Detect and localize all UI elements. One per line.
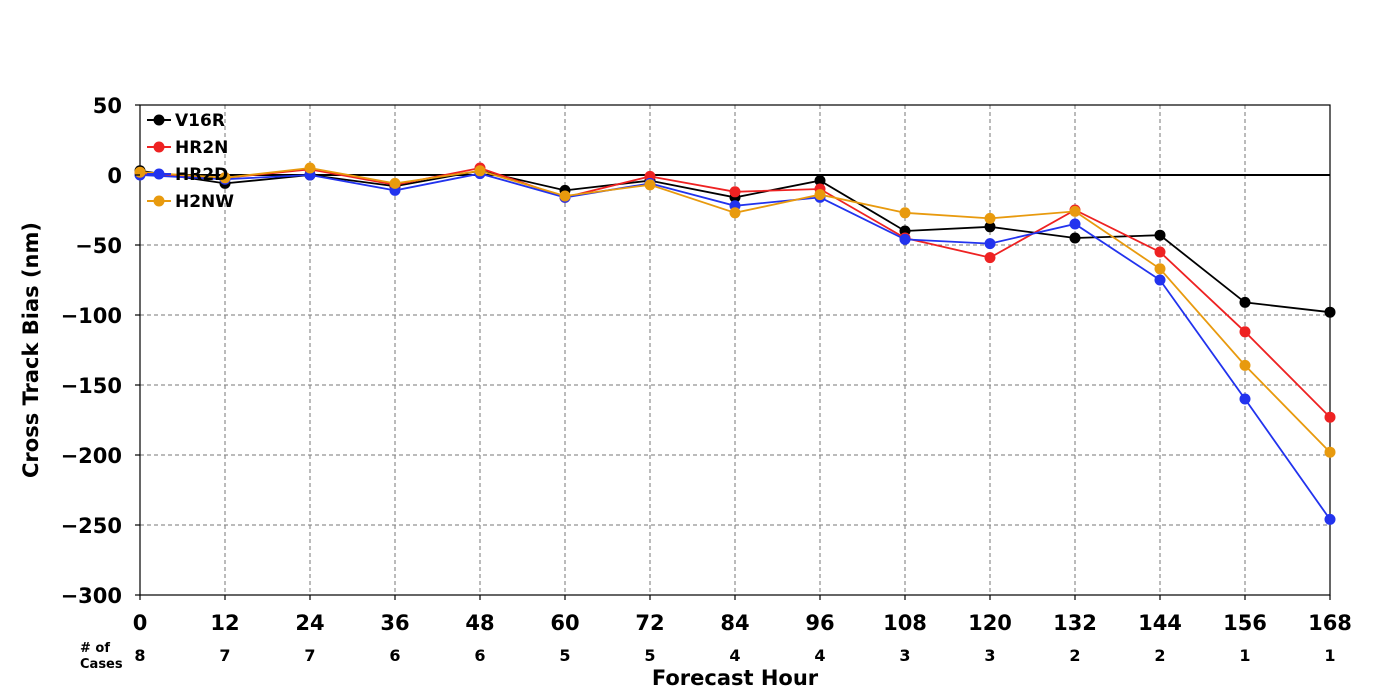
legend-item-hr2n: HR2N [147, 138, 228, 158]
x-tick-label: 108 [883, 611, 927, 635]
data-point [814, 175, 826, 187]
data-point [559, 190, 571, 202]
data-point [1154, 246, 1166, 258]
legend-label: V16R [175, 111, 225, 131]
legend: V16R HR2N HR2D H2NW [147, 111, 234, 212]
x-tick-labels: 0 12 24 36 48 60 72 84 96 108 120 132 144 156 168 [133, 595, 1352, 635]
data-point [389, 177, 401, 189]
case-count: 2 [1069, 646, 1080, 665]
data-point [1154, 229, 1166, 241]
x-tick-label: 48 [465, 611, 494, 635]
data-point [1324, 513, 1336, 525]
data-point [1069, 232, 1081, 244]
cases-label-line2: Cases [80, 657, 123, 672]
x-tick-label: 156 [1223, 611, 1267, 635]
data-point [1069, 218, 1081, 230]
series-layer [134, 162, 1336, 525]
y-tick-label: −150 [61, 374, 122, 398]
legend-swatch-marker [153, 168, 165, 180]
data-point [219, 172, 231, 184]
y-tick-label: −250 [61, 514, 122, 538]
data-point [1069, 205, 1081, 217]
legend-label: H2NW [175, 192, 234, 212]
x-tick-label: 132 [1053, 611, 1097, 635]
data-point [134, 166, 146, 178]
data-point [899, 233, 911, 245]
case-count: 6 [389, 646, 400, 665]
case-count: 4 [729, 646, 740, 665]
x-tick-label: 36 [380, 611, 409, 635]
case-count: 1 [1239, 646, 1250, 665]
legend-swatch-marker [153, 114, 165, 126]
case-count: 8 [134, 646, 145, 665]
data-point [1324, 411, 1336, 423]
legend-item-hr2d: HR2D [147, 165, 228, 185]
data-point [1239, 326, 1251, 338]
legend-swatch-marker [153, 141, 165, 153]
data-point [729, 186, 741, 198]
case-count: 7 [304, 646, 315, 665]
case-count: 4 [814, 646, 825, 665]
legend-item-h2nw: H2NW [147, 192, 234, 212]
x-tick-label: 168 [1308, 611, 1352, 635]
legend-item-v16r: V16R [147, 111, 225, 131]
x-tick-label: 12 [210, 611, 239, 635]
case-count: 7 [219, 646, 230, 665]
y-tick-label: 0 [107, 164, 122, 188]
data-point [984, 221, 996, 233]
y-axis-title: Cross Track Bias (nm) [19, 222, 43, 478]
y-tick-label: −200 [61, 444, 122, 468]
data-point [984, 212, 996, 224]
x-tick-label: 96 [805, 611, 834, 635]
grid-lines [140, 105, 1330, 595]
data-point [474, 165, 486, 177]
data-point [1324, 446, 1336, 458]
y-tick-label: 50 [93, 94, 122, 118]
x-axis-title: Forecast Hour [652, 666, 819, 690]
data-point [304, 162, 316, 174]
data-point [1154, 263, 1166, 275]
data-point [899, 207, 911, 219]
data-point [984, 252, 996, 264]
case-count: 3 [984, 646, 995, 665]
x-tick-label: 0 [133, 611, 148, 635]
data-point [1154, 274, 1166, 286]
data-point [984, 238, 996, 250]
data-point [1239, 393, 1251, 405]
x-tick-label: 72 [635, 611, 664, 635]
y-tick-label: −50 [75, 234, 122, 258]
x-tick-label: 144 [1138, 611, 1182, 635]
case-count: 5 [644, 646, 655, 665]
cases-label-line1: # of [80, 641, 110, 656]
case-count: 3 [899, 646, 910, 665]
legend-swatch-marker [153, 195, 165, 207]
legend-label: HR2N [175, 138, 228, 158]
case-count: 1 [1324, 646, 1335, 665]
cases-row: 8 7 7 6 6 5 5 4 4 3 3 2 2 1 1 [134, 646, 1335, 665]
y-tick-label: −300 [61, 584, 122, 608]
case-count: 2 [1154, 646, 1165, 665]
data-point [1239, 359, 1251, 371]
x-tick-label: 120 [968, 611, 1012, 635]
legend-label: HR2D [175, 165, 228, 185]
y-tick-labels: 50 0 −50 −100 −150 −200 −250 −300 [61, 94, 140, 608]
case-count: 5 [559, 646, 570, 665]
case-count: 6 [474, 646, 485, 665]
series-h2nw [134, 162, 1336, 458]
data-point [1324, 306, 1336, 318]
x-tick-label: 84 [720, 611, 749, 635]
data-point [814, 189, 826, 201]
data-point [729, 207, 741, 219]
y-tick-label: −100 [61, 304, 122, 328]
data-point [1239, 296, 1251, 308]
x-tick-label: 24 [295, 611, 324, 635]
x-tick-label: 60 [550, 611, 579, 635]
data-point [644, 179, 656, 191]
